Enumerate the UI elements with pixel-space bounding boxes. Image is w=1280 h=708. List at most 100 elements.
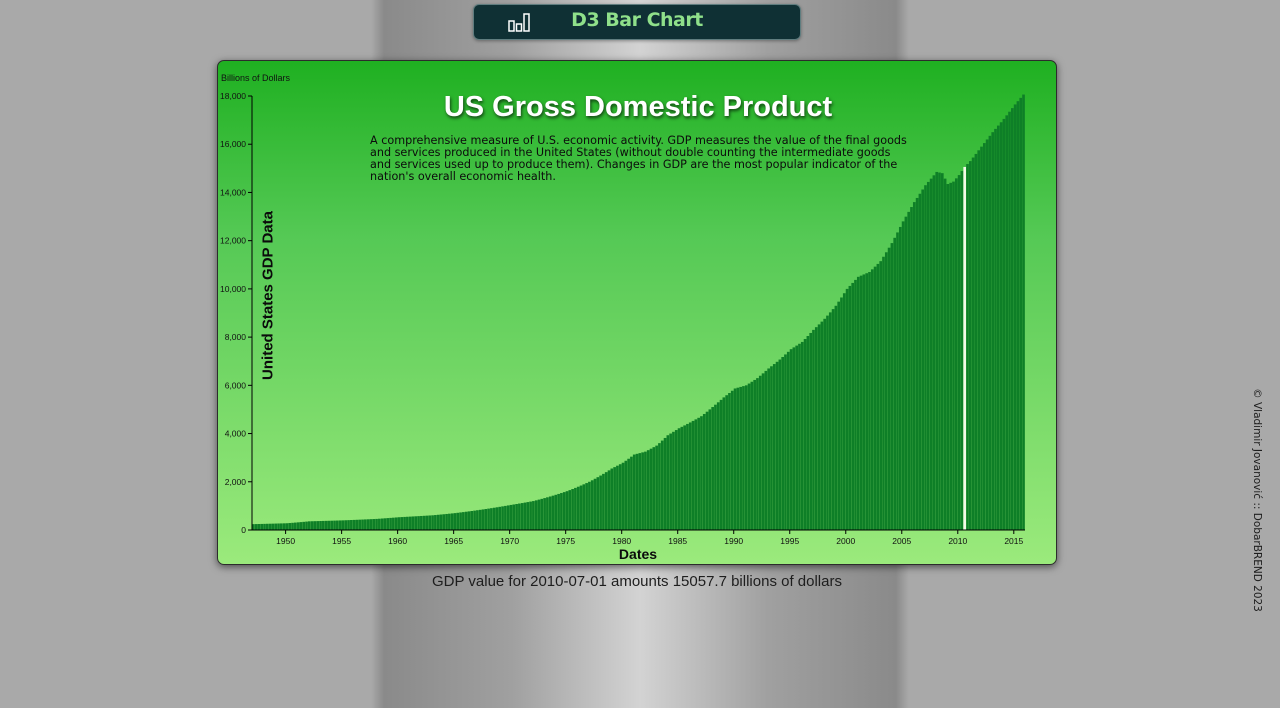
bar[interactable] bbox=[887, 247, 891, 530]
bar[interactable] bbox=[274, 523, 278, 530]
bar[interactable] bbox=[546, 497, 549, 530]
bar[interactable] bbox=[548, 496, 552, 530]
bar[interactable] bbox=[842, 293, 846, 530]
bar[interactable] bbox=[851, 282, 855, 530]
bar[interactable] bbox=[632, 454, 636, 530]
bar[interactable] bbox=[411, 516, 415, 530]
bar[interactable] bbox=[576, 486, 580, 530]
bar[interactable] bbox=[935, 171, 939, 530]
bar[interactable] bbox=[260, 523, 264, 530]
bar[interactable] bbox=[809, 332, 812, 530]
bar[interactable] bbox=[439, 514, 443, 530]
bar[interactable] bbox=[392, 517, 395, 530]
bar[interactable] bbox=[428, 515, 432, 530]
bar[interactable] bbox=[271, 523, 275, 530]
bar[interactable] bbox=[924, 185, 927, 530]
bar[interactable] bbox=[459, 512, 462, 530]
bar[interactable] bbox=[506, 505, 510, 530]
bar[interactable] bbox=[380, 518, 384, 530]
bar[interactable] bbox=[980, 146, 983, 530]
bar[interactable] bbox=[532, 501, 535, 530]
bar[interactable] bbox=[635, 453, 639, 530]
bar[interactable] bbox=[624, 460, 628, 530]
bar[interactable] bbox=[856, 276, 860, 530]
bar[interactable] bbox=[795, 345, 798, 530]
bar[interactable] bbox=[520, 503, 524, 530]
bar[interactable] bbox=[820, 321, 824, 530]
bar[interactable] bbox=[394, 517, 398, 530]
bar[interactable] bbox=[498, 506, 502, 530]
bar[interactable] bbox=[686, 423, 689, 530]
bar[interactable] bbox=[1016, 101, 1020, 531]
bar[interactable] bbox=[579, 485, 583, 530]
bar[interactable] bbox=[1019, 97, 1023, 530]
bar[interactable] bbox=[484, 509, 488, 530]
bar[interactable] bbox=[562, 492, 566, 530]
bar[interactable] bbox=[912, 202, 916, 530]
bar[interactable] bbox=[590, 480, 594, 530]
bar[interactable] bbox=[1011, 108, 1014, 530]
bar[interactable] bbox=[422, 515, 426, 530]
bar[interactable] bbox=[778, 359, 782, 530]
bar[interactable] bbox=[618, 464, 622, 530]
bar[interactable] bbox=[436, 514, 440, 530]
bar[interactable] bbox=[257, 524, 261, 530]
bar[interactable] bbox=[761, 373, 765, 530]
bar[interactable] bbox=[1005, 115, 1009, 530]
bar[interactable] bbox=[868, 272, 871, 530]
bar[interactable] bbox=[792, 347, 796, 530]
bar[interactable] bbox=[705, 411, 709, 530]
bar[interactable] bbox=[641, 452, 644, 530]
bar[interactable] bbox=[616, 465, 619, 530]
bar[interactable] bbox=[644, 451, 647, 530]
bar[interactable] bbox=[487, 508, 490, 530]
bar[interactable] bbox=[336, 520, 339, 530]
bar[interactable] bbox=[985, 139, 989, 530]
bar[interactable] bbox=[526, 502, 530, 530]
bar[interactable] bbox=[674, 430, 678, 530]
bar[interactable] bbox=[291, 522, 294, 530]
bar[interactable] bbox=[677, 428, 681, 530]
bar[interactable] bbox=[364, 519, 367, 530]
bar[interactable] bbox=[812, 329, 815, 530]
bar[interactable] bbox=[943, 178, 947, 530]
bar[interactable] bbox=[602, 473, 605, 530]
bar[interactable] bbox=[1022, 94, 1025, 531]
bar[interactable] bbox=[607, 470, 611, 530]
bar[interactable] bbox=[604, 472, 608, 530]
bar[interactable] bbox=[663, 437, 667, 530]
bar[interactable] bbox=[803, 338, 807, 530]
bar[interactable] bbox=[658, 443, 661, 530]
bar[interactable] bbox=[840, 297, 843, 530]
bar[interactable] bbox=[770, 366, 773, 530]
bar[interactable] bbox=[470, 511, 474, 530]
bar[interactable] bbox=[400, 517, 404, 530]
bar[interactable] bbox=[697, 417, 700, 530]
bar[interactable] bbox=[456, 512, 460, 530]
bar[interactable] bbox=[949, 182, 953, 531]
bar[interactable] bbox=[744, 385, 748, 530]
bar[interactable] bbox=[476, 510, 479, 530]
bar[interactable] bbox=[560, 493, 563, 530]
bar[interactable] bbox=[929, 178, 933, 530]
bar[interactable] bbox=[492, 507, 496, 530]
bar[interactable] bbox=[355, 519, 359, 530]
bar[interactable] bbox=[772, 364, 776, 530]
bar[interactable] bbox=[764, 370, 768, 530]
bar[interactable] bbox=[285, 523, 289, 530]
bar[interactable] bbox=[316, 521, 320, 530]
bar[interactable] bbox=[305, 521, 308, 530]
bar[interactable] bbox=[585, 483, 588, 530]
bar[interactable] bbox=[473, 510, 476, 530]
bar[interactable] bbox=[450, 513, 454, 530]
bar[interactable] bbox=[378, 518, 381, 530]
bar[interactable] bbox=[828, 312, 832, 530]
bar[interactable] bbox=[688, 422, 692, 530]
bar[interactable] bbox=[982, 143, 986, 530]
bar[interactable] bbox=[996, 125, 1000, 530]
bar[interactable] bbox=[691, 420, 695, 530]
bar[interactable] bbox=[649, 448, 653, 530]
bar[interactable] bbox=[971, 157, 975, 530]
bar[interactable] bbox=[268, 523, 272, 530]
bar[interactable] bbox=[350, 520, 353, 530]
